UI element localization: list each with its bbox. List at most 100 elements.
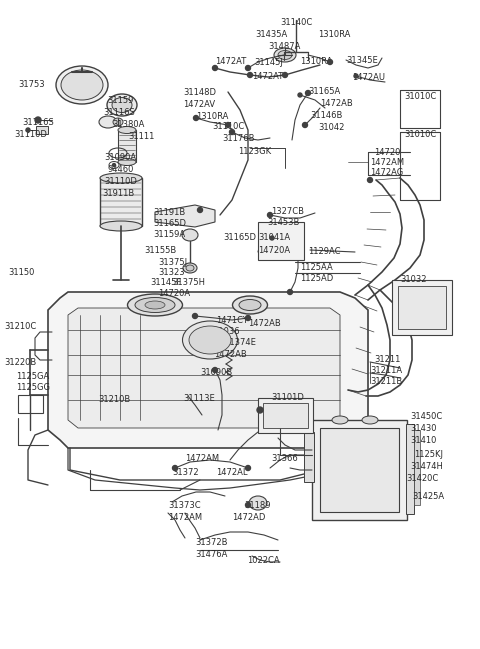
Text: 31911B: 31911B [102, 189, 134, 198]
Text: 31036: 31036 [213, 327, 240, 336]
Circle shape [305, 90, 311, 95]
Text: 31476A: 31476A [195, 550, 228, 559]
Text: 31176B: 31176B [222, 134, 254, 143]
Text: 31110C: 31110C [212, 122, 244, 131]
Polygon shape [68, 308, 340, 428]
Circle shape [245, 315, 251, 321]
Text: 1472AT: 1472AT [215, 57, 246, 66]
Circle shape [267, 212, 273, 217]
Text: 31375J: 31375J [158, 258, 187, 267]
Bar [100, 178, 142, 226]
Text: 1310RA: 1310RA [196, 112, 228, 121]
Text: 31150: 31150 [8, 268, 35, 277]
Text: 1125GG: 1125GG [16, 383, 50, 392]
Text: 31420C: 31420C [406, 474, 438, 483]
Circle shape [193, 116, 199, 121]
Text: 1472AM: 1472AM [370, 158, 404, 167]
Text: 1472AU: 1472AU [352, 73, 385, 82]
Circle shape [288, 289, 292, 295]
Text: 1310RA: 1310RA [300, 57, 332, 66]
Ellipse shape [61, 70, 103, 100]
Ellipse shape [118, 158, 136, 165]
Circle shape [245, 465, 251, 471]
Circle shape [197, 208, 203, 212]
Text: 31159A: 31159A [153, 230, 185, 239]
Bar [392, 280, 452, 335]
Ellipse shape [232, 296, 267, 314]
Bar [304, 432, 314, 482]
Ellipse shape [113, 118, 123, 126]
Text: 1472AM: 1472AM [185, 454, 219, 463]
Text: 31189: 31189 [244, 501, 271, 510]
Text: 31148D: 31148D [183, 88, 216, 97]
Text: 31110D: 31110D [104, 177, 137, 186]
Text: 1129AC: 1129AC [308, 247, 340, 256]
Text: 31042: 31042 [318, 123, 344, 132]
Text: 31430: 31430 [410, 424, 436, 433]
Bar [320, 428, 399, 512]
Text: 31191B: 31191B [153, 208, 185, 217]
Text: 31165A: 31165A [308, 87, 340, 96]
Circle shape [270, 236, 274, 240]
Circle shape [213, 66, 217, 71]
Text: 31753: 31753 [18, 80, 45, 89]
Circle shape [226, 123, 230, 127]
Ellipse shape [239, 299, 261, 310]
Ellipse shape [362, 416, 378, 424]
Circle shape [26, 128, 30, 132]
Text: 31375H: 31375H [172, 278, 205, 287]
Circle shape [354, 74, 358, 78]
Text: 1327CB: 1327CB [271, 207, 304, 216]
Text: 1125KJ: 1125KJ [414, 450, 443, 459]
Text: 31487A: 31487A [268, 42, 300, 51]
Bar [414, 430, 420, 505]
Bar [18, 395, 43, 413]
Text: 31113E: 31113E [183, 394, 215, 403]
Text: 31090A: 31090A [104, 153, 136, 162]
Polygon shape [48, 292, 368, 448]
Text: 31111: 31111 [128, 132, 155, 141]
Circle shape [172, 465, 178, 471]
Text: 31380A: 31380A [112, 120, 144, 129]
Circle shape [245, 66, 251, 71]
Text: 31101D: 31101D [271, 393, 304, 402]
Text: 14720: 14720 [374, 148, 400, 157]
Circle shape [283, 73, 288, 77]
Text: 31374E: 31374E [224, 338, 256, 347]
Text: 31140C: 31140C [280, 18, 312, 27]
Ellipse shape [135, 297, 175, 313]
Text: 94460: 94460 [108, 165, 134, 174]
Ellipse shape [56, 66, 108, 104]
Circle shape [327, 60, 333, 64]
Text: 1310RA: 1310RA [318, 30, 350, 39]
Text: 31165D: 31165D [153, 219, 186, 228]
Text: 31372B: 31372B [195, 538, 228, 547]
Text: 31165D: 31165D [223, 233, 256, 242]
Ellipse shape [186, 265, 194, 271]
Circle shape [257, 407, 263, 413]
Text: 31373C: 31373C [168, 501, 201, 510]
Text: 31211B: 31211B [370, 377, 402, 386]
Text: 1472AB: 1472AB [248, 319, 281, 328]
Text: 31146B: 31146B [310, 111, 342, 120]
Circle shape [248, 73, 252, 77]
Ellipse shape [189, 326, 231, 354]
Circle shape [229, 130, 235, 134]
Text: 1472AG: 1472AG [370, 168, 403, 177]
Text: 1472AB: 1472AB [320, 99, 353, 108]
Text: 1472AB: 1472AB [214, 350, 247, 359]
Text: 31410: 31410 [410, 436, 436, 445]
Text: 31159: 31159 [107, 96, 133, 105]
Text: 1472AD: 1472AD [232, 513, 265, 522]
Text: 31110D: 31110D [14, 130, 47, 139]
Text: 31116S: 31116S [103, 108, 135, 117]
Bar [36, 126, 48, 134]
Text: 14720A: 14720A [158, 289, 190, 298]
Text: 31450C: 31450C [410, 412, 442, 421]
Text: 31041A: 31041A [258, 233, 290, 242]
Ellipse shape [99, 116, 117, 128]
Circle shape [213, 367, 217, 373]
Circle shape [298, 93, 302, 97]
Text: 31372: 31372 [172, 468, 199, 477]
Text: 31425A: 31425A [412, 492, 444, 501]
